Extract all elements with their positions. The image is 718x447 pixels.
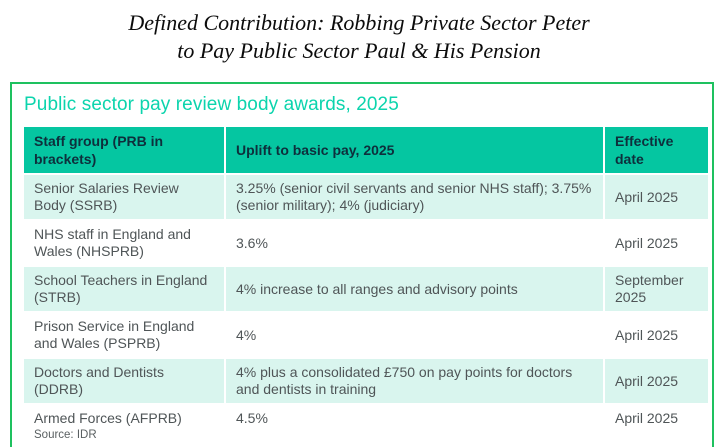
table-row: School Teachers in England (STRB) 4% inc…: [24, 267, 708, 311]
column-header-effective-date: Effective date: [605, 127, 708, 173]
table-title: Public sector pay review body awards, 20…: [24, 94, 399, 115]
cell-uplift: 4% increase to all ranges and advisory p…: [226, 267, 603, 311]
table-card: Public sector pay review body awards, 20…: [10, 82, 714, 447]
cell-effective-date: April 2025: [605, 313, 708, 357]
cell-uplift: 4.5%: [226, 405, 603, 432]
column-header-staff-group: Staff group (PRB in brackets): [24, 127, 224, 173]
table-row: Doctors and Dentists (DDRB) 4% plus a co…: [24, 359, 708, 403]
table-header-row: Staff group (PRB in brackets) Uplift to …: [24, 127, 708, 173]
cell-effective-date: April 2025: [605, 175, 708, 219]
cell-staff-group: Senior Salaries Review Body (SSRB): [24, 175, 224, 219]
source-note: Source: IDR: [34, 429, 97, 441]
cell-staff-group: Armed Forces (AFPRB): [24, 405, 224, 432]
column-header-uplift: Uplift to basic pay, 2025: [226, 127, 603, 173]
cell-effective-date: April 2025: [605, 359, 708, 403]
cell-uplift: 4% plus a consolidated £750 on pay point…: [226, 359, 603, 403]
cell-effective-date: September 2025: [605, 267, 708, 311]
cell-uplift: 4%: [226, 313, 603, 357]
cell-effective-date: April 2025: [605, 405, 708, 432]
cell-uplift: 3.6%: [226, 221, 603, 265]
cell-staff-group: Prison Service in England and Wales (PSP…: [24, 313, 224, 357]
table-row: NHS staff in England and Wales (NHSPRB) …: [24, 221, 708, 265]
figure-headline: Defined Contribution: Robbing Private Se…: [0, 9, 718, 65]
cell-staff-group: School Teachers in England (STRB): [24, 267, 224, 311]
cell-staff-group: Doctors and Dentists (DDRB): [24, 359, 224, 403]
figure-root: Defined Contribution: Robbing Private Se…: [0, 9, 718, 447]
table-row: Armed Forces (AFPRB) 4.5% April 2025: [24, 405, 708, 432]
headline-line-2: to Pay Public Sector Paul & His Pension: [177, 38, 541, 63]
cell-staff-group: NHS staff in England and Wales (NHSPRB): [24, 221, 224, 265]
cell-uplift: 3.25% (senior civil servants and senior …: [226, 175, 603, 219]
headline-line-1: Defined Contribution: Robbing Private Se…: [128, 10, 590, 35]
pay-review-table: Staff group (PRB in brackets) Uplift to …: [22, 125, 710, 434]
cell-effective-date: April 2025: [605, 221, 708, 265]
table-row: Prison Service in England and Wales (PSP…: [24, 313, 708, 357]
table-row: Senior Salaries Review Body (SSRB) 3.25%…: [24, 175, 708, 219]
